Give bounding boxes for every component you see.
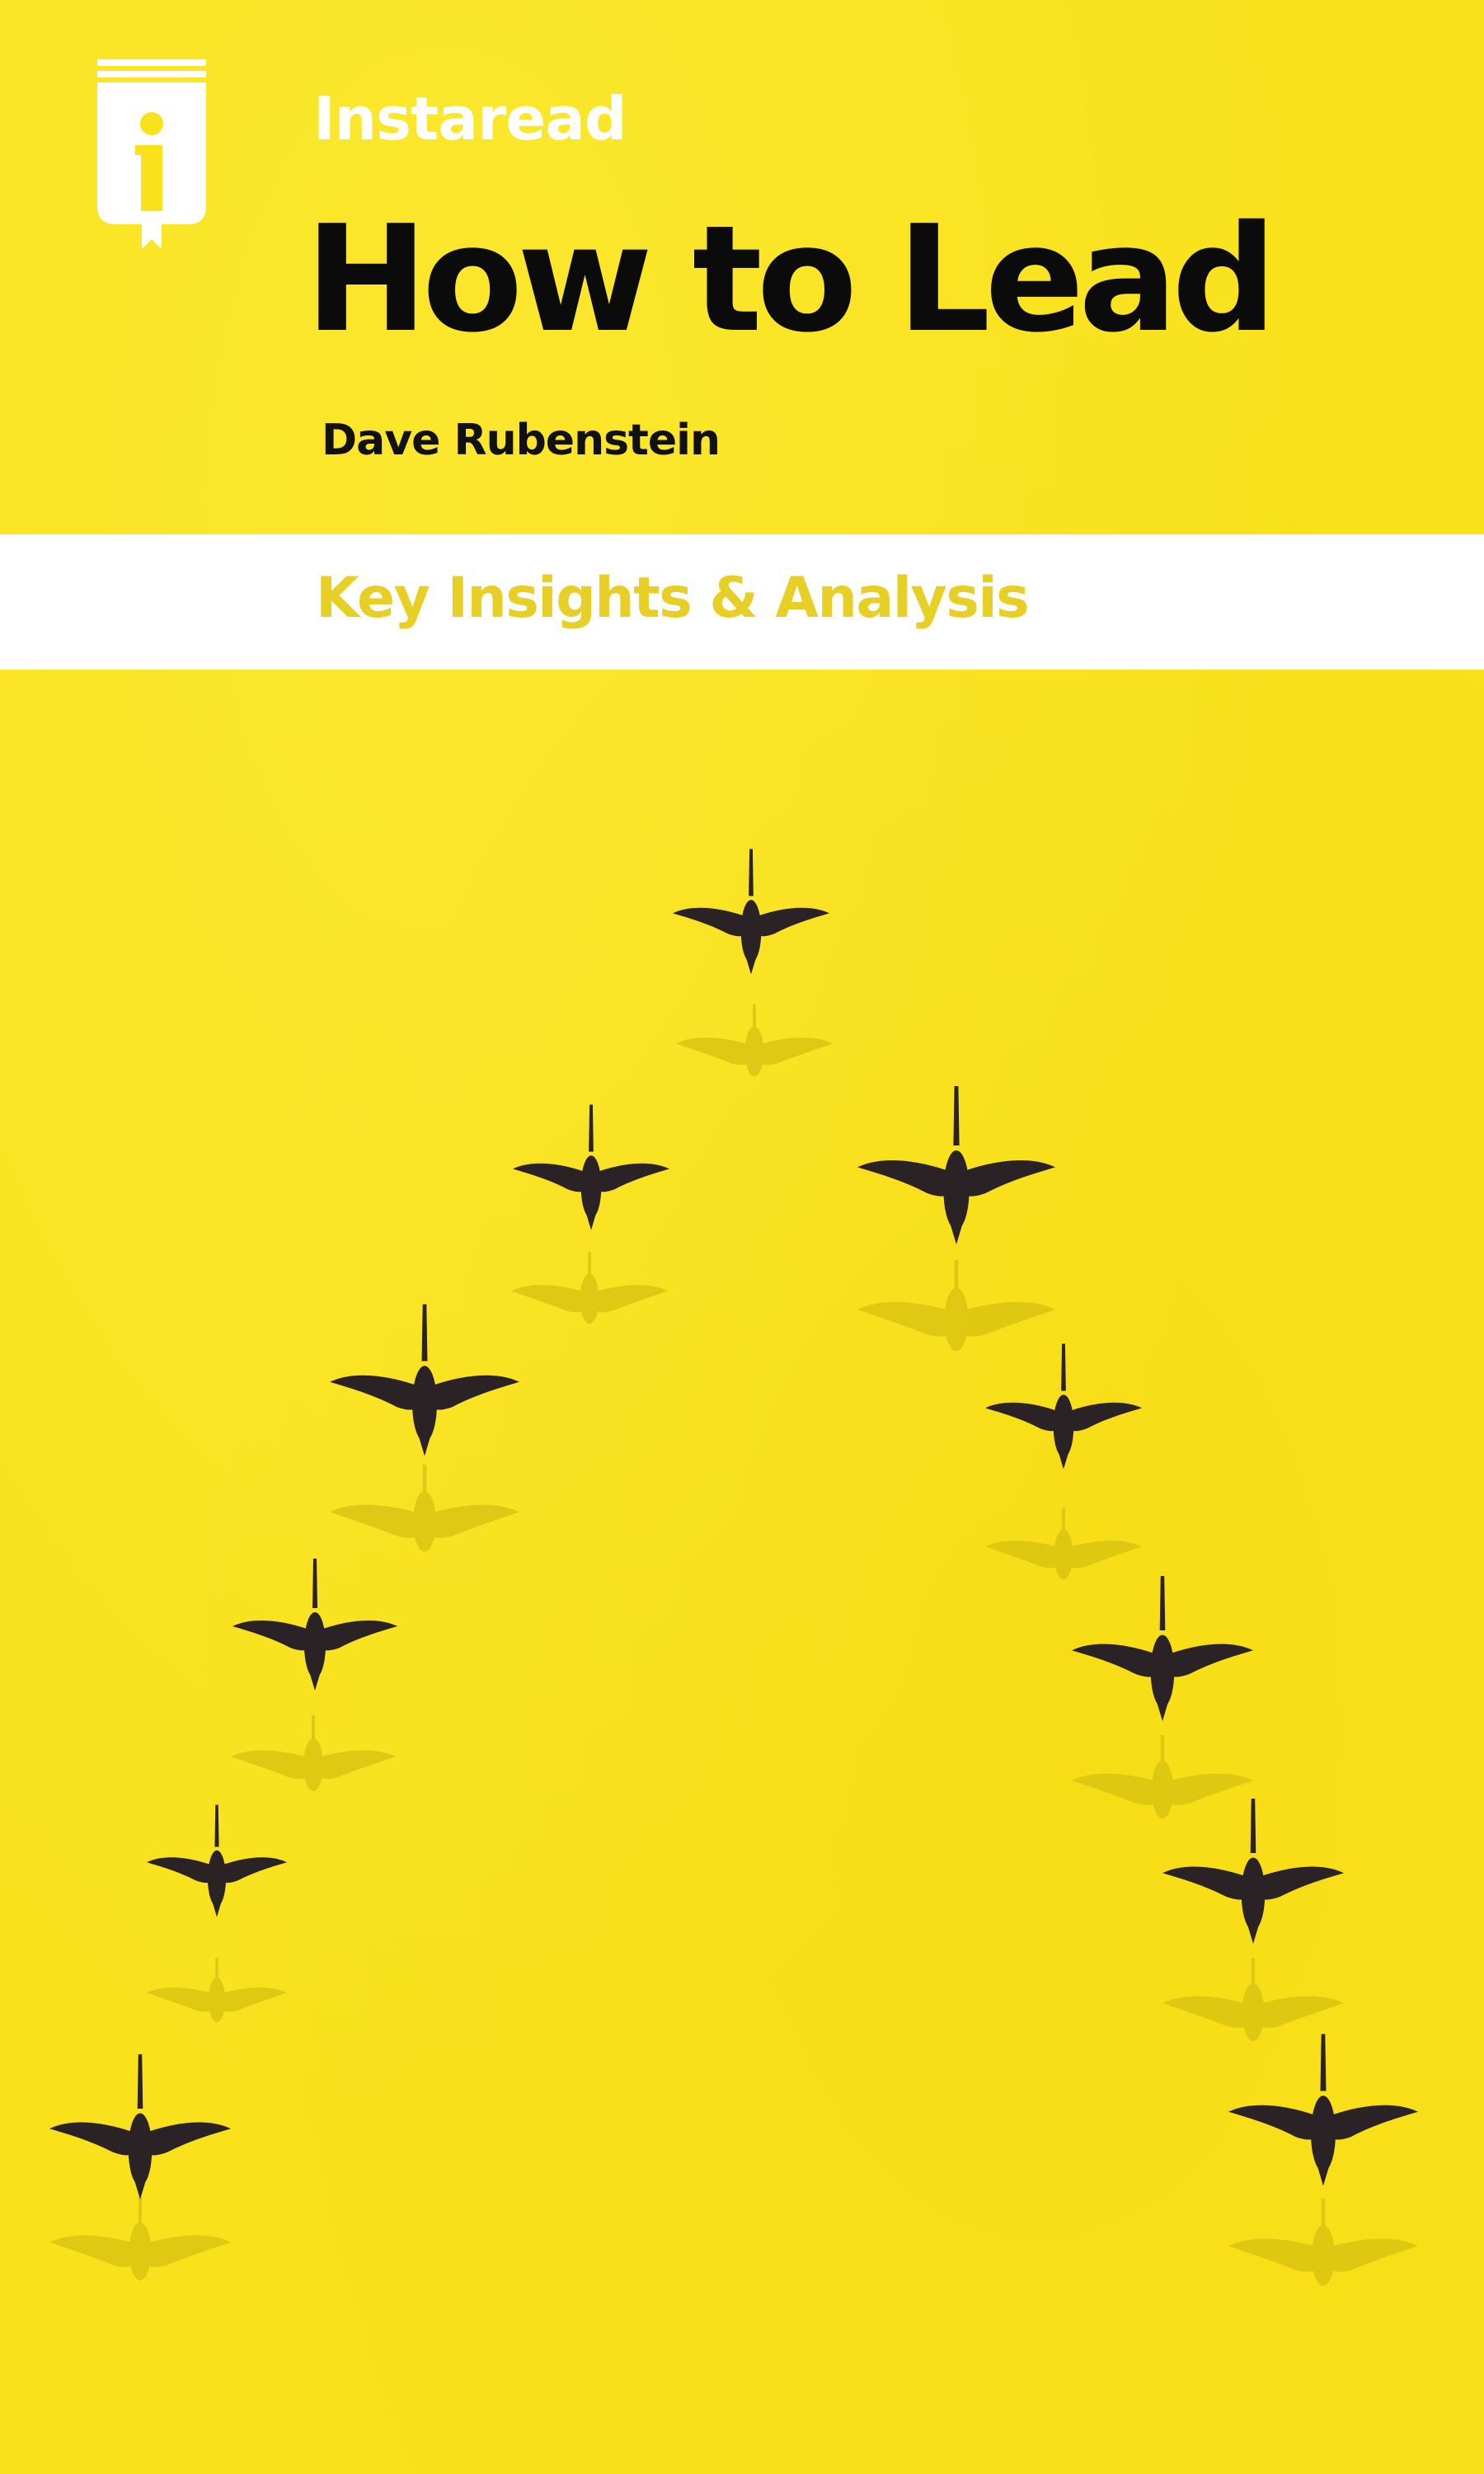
- bird-shadow-icon: [676, 1004, 833, 1077]
- flying-swan-icon: [513, 1104, 669, 1230]
- tagline-band: Key Insights & Analysis: [0, 534, 1484, 670]
- brand-name: Instaread: [313, 84, 627, 153]
- book-title: How to Lead: [305, 194, 1277, 365]
- flying-swan-icon: [857, 1086, 1055, 1244]
- bird-shadow-icon: [231, 1715, 396, 1791]
- bird-shadow-icon: [1228, 2199, 1418, 2286]
- flying-swan-icon: [1162, 1799, 1344, 1944]
- bird-shadow-icon: [147, 1958, 287, 2023]
- bird-shadow-icon: [1072, 1735, 1253, 1819]
- flying-swan-icon: [1072, 1576, 1253, 1721]
- bird-shadow-icon: [49, 2197, 231, 2281]
- flying-swan-icon: [330, 1304, 519, 1456]
- bird-shadow-icon: [511, 1252, 668, 1324]
- bird-shadow-icon: [330, 1465, 519, 1552]
- flying-swan-icon: [985, 1343, 1142, 1470]
- flying-swan-icon: [232, 1559, 397, 1691]
- flying-swan-icon: [673, 849, 829, 975]
- bird-shadow-icon: [1162, 1958, 1344, 2042]
- flying-swan-icon: [1228, 2034, 1418, 2186]
- instaread-logo-icon: [97, 59, 206, 249]
- bird-shadow-icon: [985, 1507, 1142, 1580]
- book-author: Dave Rubenstein: [322, 416, 721, 465]
- bird-shadow-icon: [857, 1260, 1055, 1352]
- flying-swan-icon: [49, 2054, 231, 2199]
- flying-swan-icon: [147, 1804, 287, 1917]
- tagline-text: Key Insights & Analysis: [316, 566, 1030, 631]
